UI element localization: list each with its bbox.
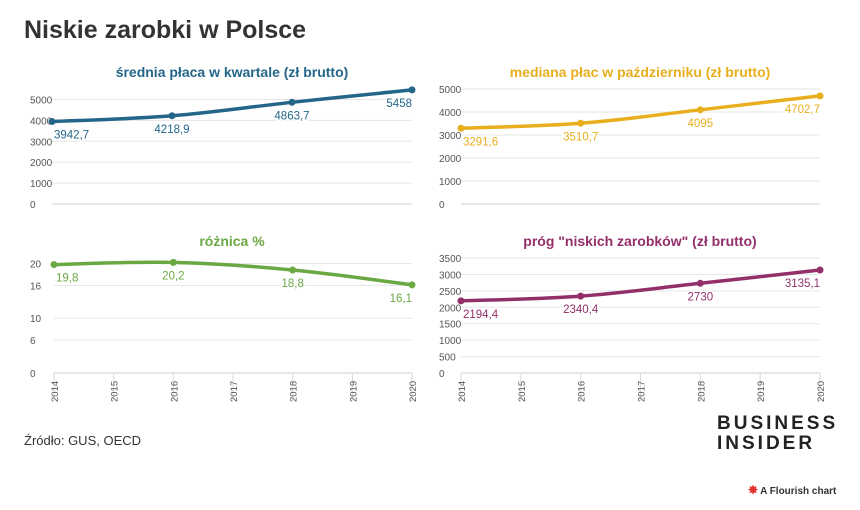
- business-insider-logo: BUSINESS INSIDER: [717, 414, 838, 454]
- chart-1-y-tick-label: 1000: [30, 179, 53, 190]
- chart-4-data-point: [577, 292, 585, 300]
- chart-3-data-point: [408, 281, 416, 289]
- chart-4-x-tick-label: 2019: [756, 381, 767, 402]
- chart-3-x-tick-label: 2017: [229, 381, 240, 402]
- chart-1-data-label: 5458: [386, 98, 412, 110]
- chart-2-data-label: 4702,7: [785, 104, 820, 116]
- chart-4-y-tick-label: 3000: [439, 270, 462, 281]
- chart-2-series-line: [459, 94, 822, 131]
- flourish-star-icon: ✸: [748, 483, 759, 497]
- chart-3-x-tick-label: 2014: [50, 381, 61, 402]
- chart-4-x-tick-label: 2020: [816, 381, 827, 402]
- chart-2-data-label: 4095: [688, 118, 714, 130]
- chart-1-y-tick-label: 5000: [30, 95, 53, 106]
- chart-3-x-tick-label: 2019: [348, 381, 359, 402]
- chart-3-x-tick-label: 2016: [169, 381, 180, 402]
- chart-2-y-tick-label: 4000: [439, 108, 462, 119]
- chart-4-y-tick-label: 1500: [439, 320, 462, 331]
- chart-4-title: próg "niskich zarobków" (zł brutto): [523, 233, 756, 249]
- chart-2-data-point: [577, 119, 585, 127]
- chart-1-data-point: [408, 86, 416, 94]
- chart-4-data-label: 2340,4: [563, 304, 599, 316]
- chart-3-x-tick-label: 2020: [408, 381, 419, 402]
- chart-3-y-tick-label: 10: [30, 314, 42, 325]
- chart-4-x-tick-label: 2016: [577, 381, 588, 402]
- chart-4-data-label: 2730: [688, 291, 714, 303]
- chart-2-y-tick-label: 5000: [439, 85, 462, 96]
- chart-1-y-tick-label: 0: [30, 200, 36, 211]
- chart-4-x-tick-label: 2014: [457, 381, 468, 402]
- chart-1-title: średnia płaca w kwartale (zł brutto): [116, 64, 349, 80]
- chart-3-series-line: [52, 260, 414, 287]
- logo-line-1: BUSINESS: [717, 413, 839, 434]
- chart-3-data-label: 16,1: [390, 293, 412, 305]
- chart-2-title: mediana płac w październiku (zł brutto): [510, 64, 771, 80]
- chart-3-data-label: 18,8: [281, 278, 303, 290]
- chart-3-data-point: [169, 258, 177, 266]
- chart-4-y-tick-label: 0: [439, 369, 445, 380]
- source-note: Źródło: GUS, OECD: [24, 433, 142, 448]
- chart-2-y-tick-label: 3000: [439, 131, 462, 142]
- chart-4-y-tick-label: 3500: [439, 254, 462, 265]
- chart-3-data-label: 20,2: [162, 270, 184, 282]
- chart-2-y-tick-label: 2000: [439, 154, 462, 165]
- chart-3-data-label: 19,8: [56, 273, 78, 285]
- chart-2-data-label: 3291,6: [463, 136, 498, 148]
- chart-3-title: różnica %: [199, 233, 265, 249]
- chart-4-y-tick-label: 2000: [439, 303, 462, 314]
- chart-3-data-point: [289, 266, 297, 274]
- chart-1-data-label: 4218,9: [154, 124, 189, 136]
- chart-1-y-tick-label: 2000: [30, 158, 53, 169]
- chart-4-data-point: [457, 297, 465, 305]
- chart-2-data-point: [696, 106, 704, 114]
- chart-1-series-line: [50, 88, 414, 124]
- chart-2-y-tick-label: 1000: [439, 177, 462, 188]
- page-title: Niskie zarobki w Polsce: [24, 16, 307, 44]
- flourish-credit[interactable]: ✸ A Flourish chart: [748, 483, 836, 497]
- chart-4-data-label: 3135,1: [785, 278, 820, 290]
- logo-line-2: INSIDER: [717, 433, 816, 454]
- chart-1-data-point: [48, 118, 56, 126]
- chart-4-x-tick-label: 2018: [696, 381, 707, 402]
- chart-2-data-point: [457, 124, 465, 132]
- chart-1-y-tick-label: 4000: [30, 116, 53, 127]
- chart-3-y-tick-label: 6: [30, 336, 36, 347]
- chart-4-data-point: [696, 279, 704, 287]
- chart-2-data-label: 3510,7: [563, 131, 598, 143]
- chart-3-y-tick-label: 16: [30, 281, 42, 292]
- chart-3-x-tick-label: 2015: [110, 381, 121, 402]
- chart-3-y-tick-label: 0: [30, 369, 36, 380]
- flourish-credit-label: A Flourish chart: [760, 486, 837, 497]
- chart-4-series-line: [459, 268, 822, 303]
- chart-1-data-point: [168, 112, 176, 120]
- chart-4-y-tick-label: 1000: [439, 336, 462, 347]
- chart-3-data-point: [50, 261, 58, 269]
- chart-3-y-tick-label: 20: [30, 259, 42, 270]
- chart-4-y-tick-label: 500: [439, 353, 456, 364]
- chart-4-data-point: [816, 266, 824, 274]
- chart-4-y-tick-label: 2500: [439, 287, 462, 298]
- chart-1-data-label: 4863,7: [274, 110, 309, 122]
- chart-4-data-label: 2194,4: [463, 309, 499, 321]
- chart-3-x-tick-label: 2018: [289, 381, 300, 402]
- chart-4-x-tick-label: 2017: [637, 381, 648, 402]
- chart-1-data-point: [288, 98, 296, 106]
- chart-2-y-tick-label: 0: [439, 200, 445, 211]
- chart-1-data-label: 3942,7: [54, 130, 89, 142]
- chart-1-y-tick-label: 3000: [30, 137, 53, 148]
- chart-2-data-point: [816, 92, 824, 100]
- chart-4-x-tick-label: 2015: [517, 381, 528, 402]
